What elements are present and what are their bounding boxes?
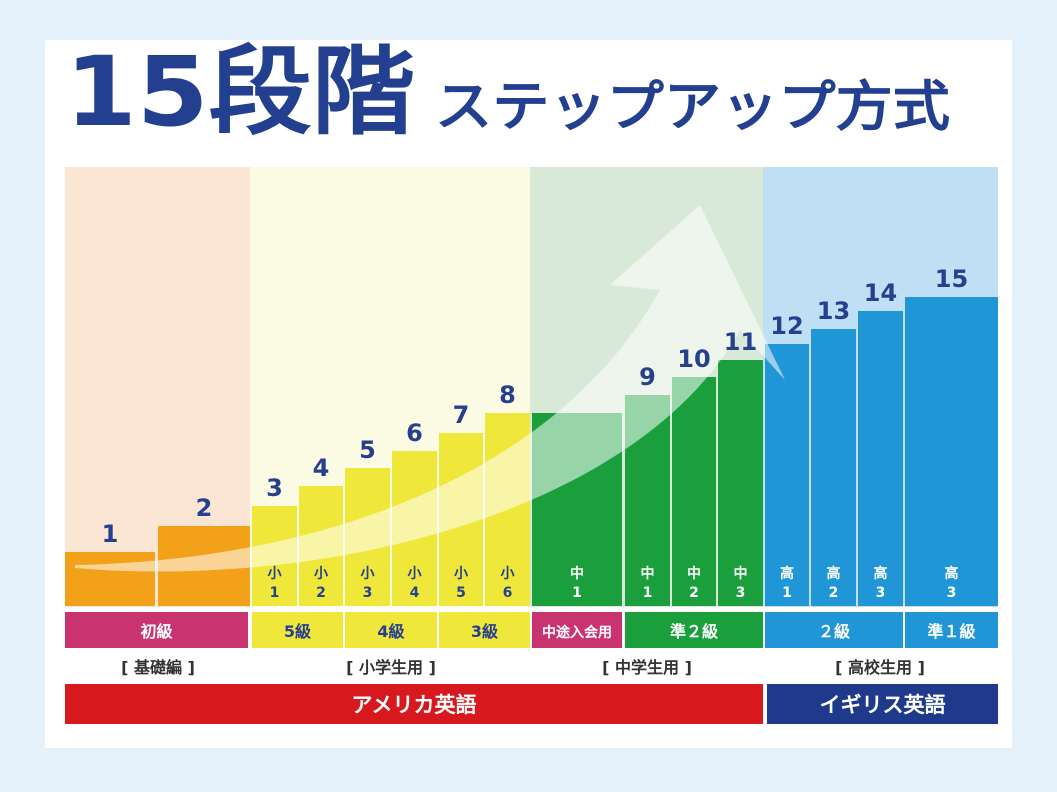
level-label: ２級 xyxy=(818,622,850,641)
step-grade: 中 xyxy=(734,565,748,582)
step-bar xyxy=(718,360,763,606)
level-box xyxy=(439,612,530,648)
step-number: 10 xyxy=(677,345,710,373)
level-label: 中途入会用 xyxy=(542,624,612,641)
step-number: 13 xyxy=(817,297,850,325)
step-bar xyxy=(765,344,809,606)
level-label: 5級 xyxy=(284,622,311,641)
level-box xyxy=(532,612,622,648)
step-bar xyxy=(858,311,903,606)
step-bar xyxy=(905,297,998,606)
group-label: [ 小学生用 ] xyxy=(346,658,436,677)
step-bar xyxy=(65,552,155,606)
level-label: 初級 xyxy=(140,622,172,641)
step-grade: 1 xyxy=(643,585,653,601)
step-number: 1 xyxy=(102,520,119,548)
step-number: 8 xyxy=(499,381,516,409)
step-grade: 中 xyxy=(641,565,655,582)
step-number: 11 xyxy=(724,328,757,356)
growth-arrow xyxy=(75,205,785,572)
step-number: 12 xyxy=(770,312,803,340)
step-grade: 6 xyxy=(503,585,513,601)
step-grade: 3 xyxy=(736,585,746,601)
step-grade: 小 xyxy=(361,566,375,582)
course-box xyxy=(65,684,763,724)
level-label: 準２級 xyxy=(670,622,718,641)
step-grade: 3 xyxy=(947,585,957,601)
level-box xyxy=(905,612,998,648)
step-grade: 高 xyxy=(780,565,794,582)
step-grade: 3 xyxy=(363,585,373,601)
step-grade: 小 xyxy=(314,566,328,582)
step-grade: 小 xyxy=(501,566,515,582)
step-number: 14 xyxy=(864,279,897,307)
step-number: 3 xyxy=(266,474,283,502)
title-sub: ステップアップ方式 xyxy=(435,75,950,138)
level-box xyxy=(765,612,903,648)
level-label: 3級 xyxy=(471,622,498,641)
title-main: 15段階 xyxy=(65,36,415,148)
step-grade: 小 xyxy=(454,566,468,582)
step-grade: 1 xyxy=(270,585,280,601)
step-grade: 2 xyxy=(689,585,699,601)
step-bar xyxy=(811,329,856,606)
level-box xyxy=(345,612,437,648)
step-number: 15 xyxy=(935,265,968,293)
step-number: 6 xyxy=(406,419,423,447)
group-label: [ 高校生用 ] xyxy=(835,658,925,677)
step-number: 2 xyxy=(196,494,213,522)
level-box xyxy=(252,612,343,648)
step-grade: 中 xyxy=(687,565,701,582)
step-grade: 1 xyxy=(572,585,582,601)
group-label: [ 中学生用 ] xyxy=(602,658,692,677)
step-grade: 1 xyxy=(782,585,792,601)
step-grade: 3 xyxy=(876,585,886,601)
step-number: 7 xyxy=(453,401,470,429)
step-grade: 高 xyxy=(827,565,841,582)
step-grade: 小 xyxy=(268,566,282,582)
group-label: [ 基礎編 ] xyxy=(121,658,195,677)
step-number: 5 xyxy=(359,436,376,464)
course-label: アメリカ英語 xyxy=(352,693,477,717)
step-number: 9 xyxy=(639,363,656,391)
step-bar xyxy=(672,377,716,606)
level-label: 4級 xyxy=(377,622,404,641)
step-grade: 小 xyxy=(408,566,422,582)
course-box xyxy=(767,684,998,724)
step-grade: 2 xyxy=(829,585,839,601)
step-grade: 高 xyxy=(874,565,888,582)
level-box xyxy=(65,612,248,648)
step-grade: 中 xyxy=(570,565,584,582)
level-label: 準１級 xyxy=(927,622,975,641)
step-grade: 高 xyxy=(945,565,959,582)
step-grade: 5 xyxy=(456,585,466,601)
step-grade: 2 xyxy=(316,585,326,601)
course-label: イギリス英語 xyxy=(820,693,946,717)
step-number: 4 xyxy=(313,454,330,482)
level-box xyxy=(625,612,763,648)
step-grade: 4 xyxy=(410,585,420,601)
